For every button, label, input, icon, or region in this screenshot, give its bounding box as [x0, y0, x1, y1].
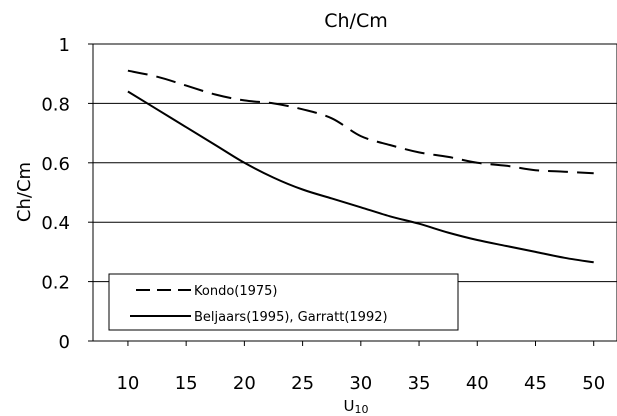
series-0-point-4: [243, 99, 245, 101]
series-line-0: [127, 69, 594, 175]
legend-box: [108, 273, 459, 331]
series-1-point-0: [127, 91, 129, 93]
series-0-point-14: [534, 169, 536, 171]
series-1-point-12: [476, 239, 478, 241]
series-0-point-2: [185, 85, 187, 87]
series-1-point-13: [505, 245, 507, 247]
series-0-point-3: [214, 93, 216, 95]
series-1-point-3: [214, 144, 216, 146]
series-1-point-8: [360, 206, 362, 208]
y-tick-label-3: 0.6: [41, 154, 70, 175]
series-0-point-16: [593, 172, 595, 174]
series-0-point-0: [127, 70, 129, 72]
series-0-point-7: [331, 117, 333, 119]
x-tick-label-4: 30: [349, 373, 372, 394]
series-1-point-7: [331, 197, 333, 199]
y-tick-label-5: 1: [59, 35, 70, 56]
y-axis-label: Ch/Cm: [14, 162, 35, 222]
x-tick-label-6: 40: [466, 373, 489, 394]
series-0-point-11: [447, 156, 449, 158]
series-0-point-6: [302, 108, 304, 110]
series-0-point-13: [505, 165, 507, 167]
y-tick-label-0: 0: [59, 332, 70, 353]
x-tick-label-7: 45: [524, 373, 547, 394]
series-1-point-16: [593, 261, 595, 263]
series-1-point-10: [418, 223, 420, 225]
y-tick-label-4: 0.8: [41, 94, 70, 115]
series-1-point-9: [389, 215, 391, 217]
series-1-point-14: [534, 251, 536, 253]
legend-label-kondo: Kondo(1975): [194, 284, 278, 299]
x-tick-label-1: 15: [175, 373, 198, 394]
legend: Kondo(1975) Beljaars(1995), Garratt(1992…: [108, 273, 459, 331]
series-0-point-5: [272, 102, 274, 104]
series-0-point-8: [360, 135, 362, 137]
plot-frame: [92, 43, 617, 342]
series-0-point-9: [389, 144, 391, 146]
x-tick-label-5: 35: [408, 373, 431, 394]
y-tick-label-1: 0.2: [41, 273, 70, 294]
chart-title: Ch/Cm: [324, 10, 388, 32]
x-axis-ticks: 10 15 20 25 30 35 40 45 50: [116, 341, 605, 394]
series-1-point-11: [447, 232, 449, 234]
series-0-point-12: [476, 162, 478, 164]
y-axis-ticks: 0 0.2 0.4 0.6 0.8 1: [41, 35, 93, 353]
series-0-point-1: [156, 76, 158, 78]
series-0-point-10: [418, 151, 420, 153]
x-tick-label-8: 50: [582, 373, 605, 394]
series-1-point-15: [564, 257, 566, 259]
x-tick-label-2: 20: [233, 373, 256, 394]
x-tick-label-3: 25: [291, 373, 314, 394]
series-1-point-2: [185, 126, 187, 128]
series-1-point-1: [156, 108, 158, 110]
y-tick-label-2: 0.4: [41, 213, 70, 234]
series-line-1: [127, 90, 594, 264]
series-1-point-4: [243, 162, 245, 164]
x-axis-label-subscript: 10: [354, 403, 368, 416]
legend-label-beljaars: Beljaars(1995), Garratt(1992): [194, 310, 388, 325]
series-lines: [127, 69, 595, 264]
series-0-point-15: [564, 171, 566, 173]
x-tick-label-0: 10: [116, 373, 139, 394]
series-1-point-6: [302, 189, 304, 191]
series-1-point-5: [272, 177, 274, 179]
